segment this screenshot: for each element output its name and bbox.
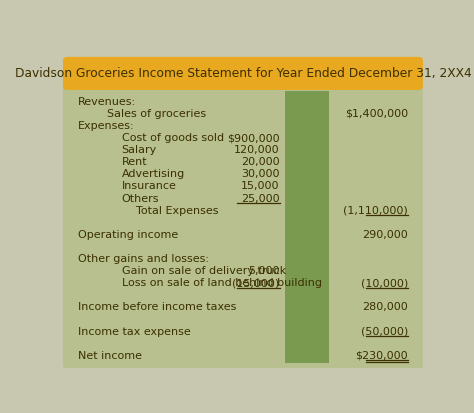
Text: 5,000: 5,000 xyxy=(248,266,280,276)
Text: Advertising: Advertising xyxy=(122,169,185,179)
Text: Sales of groceries: Sales of groceries xyxy=(107,109,206,119)
Text: Others: Others xyxy=(122,194,159,204)
Text: 280,000: 280,000 xyxy=(363,302,408,312)
Bar xyxy=(285,91,329,363)
Text: Salary: Salary xyxy=(122,145,157,155)
Text: Rent: Rent xyxy=(122,157,147,167)
Text: Operating income: Operating income xyxy=(78,230,178,240)
Text: Income tax expense: Income tax expense xyxy=(78,327,191,337)
Text: 30,000: 30,000 xyxy=(241,169,280,179)
Text: $1,400,000: $1,400,000 xyxy=(345,109,408,119)
Text: Income before income taxes: Income before income taxes xyxy=(78,302,236,312)
Text: $900,000: $900,000 xyxy=(227,133,280,143)
Text: 20,000: 20,000 xyxy=(241,157,280,167)
Text: $230,000: $230,000 xyxy=(356,351,408,361)
FancyBboxPatch shape xyxy=(63,85,423,369)
Text: Revenues:: Revenues: xyxy=(78,97,136,107)
Text: Net income: Net income xyxy=(78,351,142,361)
Text: Gain on sale of delivery truck: Gain on sale of delivery truck xyxy=(122,266,286,276)
Text: Loss on sale of land behind building: Loss on sale of land behind building xyxy=(122,278,322,288)
Text: 25,000: 25,000 xyxy=(241,194,280,204)
Text: 290,000: 290,000 xyxy=(363,230,408,240)
Text: (1,110,000): (1,110,000) xyxy=(344,206,408,216)
Text: Expenses:: Expenses: xyxy=(78,121,134,131)
Text: Davidson Groceries Income Statement for Year Ended December 31, 2XX4: Davidson Groceries Income Statement for … xyxy=(15,67,471,80)
Text: (50,000): (50,000) xyxy=(361,327,408,337)
Text: Total Expenses: Total Expenses xyxy=(137,206,219,216)
Text: 120,000: 120,000 xyxy=(234,145,280,155)
Text: (15,000): (15,000) xyxy=(232,278,280,288)
Text: Other gains and losses:: Other gains and losses: xyxy=(78,254,209,264)
Text: Cost of goods sold: Cost of goods sold xyxy=(122,133,224,143)
Text: Insurance: Insurance xyxy=(122,181,177,191)
Text: (10,000): (10,000) xyxy=(361,278,408,288)
Text: 15,000: 15,000 xyxy=(241,181,280,191)
FancyBboxPatch shape xyxy=(63,57,423,90)
